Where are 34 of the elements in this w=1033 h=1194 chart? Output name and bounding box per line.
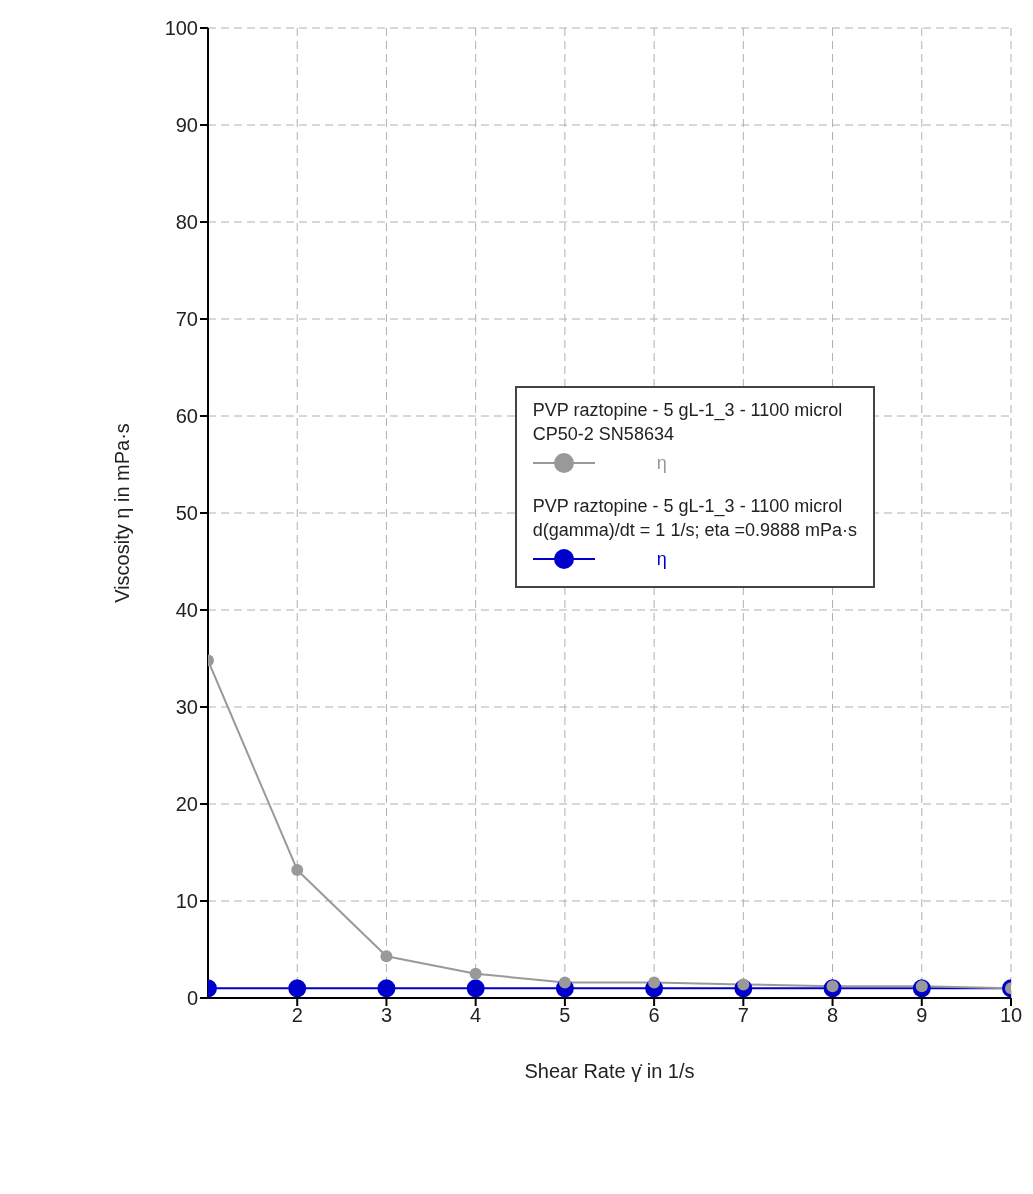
x-tick-label: 10: [999, 1004, 1023, 1027]
point: [288, 979, 307, 998]
x-tick-label: 4: [470, 1004, 482, 1027]
x-tick-label: 8: [826, 1004, 839, 1027]
x-tick-label: 9: [916, 1004, 928, 1027]
y-tick-label: 30: [175, 696, 198, 719]
y-tick-label: 40: [175, 599, 198, 622]
y-tick-label: 10: [175, 890, 198, 913]
text: η: [656, 452, 667, 475]
point: [380, 950, 393, 963]
point: [291, 863, 304, 876]
x-tick-label: 3: [380, 1004, 393, 1027]
x-tick-label: 6: [648, 1004, 660, 1027]
point: [466, 979, 485, 998]
point: [377, 979, 396, 998]
point: [648, 976, 661, 989]
x-axis-title: Shear Rate γ̇ in 1/s: [524, 1060, 695, 1082]
y-tick-label: 50: [175, 502, 198, 525]
y-tick-label: 70: [175, 308, 198, 331]
y-tick-label: 20: [175, 793, 198, 816]
annotation: PVP raztopine - 5 gL-1_3 - 1100 microl d(gamma)/dt = 1 1/s; eta =0.9888 mPa·s: [532, 495, 857, 542]
y-tick-label: 100: [164, 17, 198, 40]
y-tick-label: 90: [175, 114, 198, 137]
y-tick-label: 60: [175, 405, 198, 428]
annotation: PVP raztopine - 5 gL-1_3 - 1100 microl CP50-2 SN58634: [532, 399, 844, 446]
x-tick-label: 2: [291, 1004, 303, 1027]
x-tick-label: 7: [737, 1004, 749, 1027]
y-axis-title: Viscosity η in mPa·s: [111, 423, 134, 603]
point: [469, 967, 482, 980]
text: η: [656, 548, 667, 571]
point: [558, 976, 571, 989]
x-tick-label: 5: [559, 1004, 571, 1027]
y-tick-label: 0: [186, 987, 198, 1010]
y-tick-label: 80: [175, 211, 198, 234]
